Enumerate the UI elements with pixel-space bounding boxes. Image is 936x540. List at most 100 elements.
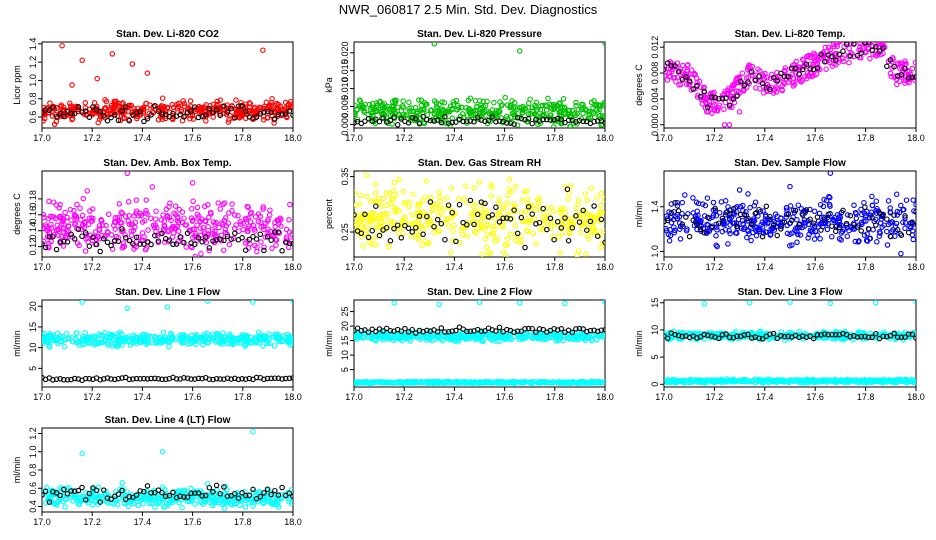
data-point: [221, 237, 227, 244]
data-point: [282, 375, 289, 382]
data-point: [176, 206, 183, 213]
data-point: [260, 204, 267, 210]
data-point: [261, 226, 267, 233]
data-point: [834, 43, 841, 50]
data-point: [464, 222, 470, 228]
data-point: [357, 379, 363, 385]
data-point: [902, 213, 908, 219]
data-point: [779, 219, 786, 225]
data-point: [272, 229, 278, 235]
data-point: [568, 183, 574, 189]
outlier-point: [736, 187, 743, 193]
data-point: [105, 341, 111, 348]
data-point: [159, 103, 165, 110]
data-points: [42, 300, 293, 384]
data-point: [741, 211, 748, 218]
data-point: [86, 375, 93, 382]
panel-title: Stan. Dev. Line 1 Flow: [115, 287, 220, 298]
data-point: [757, 68, 763, 74]
data-point: [261, 244, 267, 250]
data-point: [206, 247, 212, 254]
data-point: [209, 227, 216, 233]
data-point: [272, 375, 278, 381]
data-points: [664, 171, 916, 257]
data-point: [264, 108, 271, 115]
data-point: [760, 84, 767, 90]
data-point: [238, 333, 245, 339]
data-point: [427, 221, 433, 228]
data-point: [805, 221, 812, 228]
data-point: [80, 195, 87, 202]
data-point: [98, 217, 104, 223]
data-point: [67, 100, 73, 107]
data-point: [558, 219, 564, 225]
data-point: [449, 209, 455, 216]
data-point: [913, 201, 916, 208]
x-tick-label: 17.6: [184, 262, 202, 272]
data-point: [763, 229, 770, 235]
data-point: [877, 230, 883, 236]
data-point: [424, 240, 431, 247]
data-point: [77, 205, 83, 211]
data-point: [445, 120, 452, 127]
data-point: [404, 111, 410, 117]
plot-frame: [353, 170, 606, 258]
data-point: [232, 114, 238, 121]
data-point: [512, 237, 518, 244]
x-tick-label: 17.6: [806, 262, 824, 272]
data-point: [598, 327, 605, 333]
data-point: [479, 251, 485, 257]
data-point: [207, 209, 214, 216]
data-point: [524, 217, 531, 224]
data-point: [504, 212, 511, 219]
data-point: [683, 214, 689, 220]
data-point: [533, 207, 540, 213]
data-point: [583, 251, 589, 257]
data-point: [189, 206, 195, 212]
y-axis-label: Licor ppm: [12, 65, 22, 105]
data-point: [912, 59, 916, 66]
data-point: [562, 215, 568, 221]
data-point: [46, 198, 52, 205]
data-point: [261, 109, 267, 116]
data-point: [126, 212, 132, 219]
data-point: [913, 209, 916, 215]
data-point: [424, 327, 430, 334]
data-point: [103, 222, 109, 229]
data-point: [416, 213, 423, 219]
data-point: [549, 204, 555, 211]
data-point: [480, 212, 487, 219]
data-point: [392, 379, 398, 386]
data-point: [225, 220, 232, 226]
data-point: [775, 77, 781, 83]
data-point: [902, 220, 909, 226]
data-point: [496, 108, 503, 115]
data-point: [250, 115, 256, 121]
data-point: [126, 237, 133, 244]
data-point: [525, 325, 532, 332]
data-point: [135, 234, 142, 241]
outlier-point: [250, 300, 256, 305]
data-point: [525, 228, 531, 234]
data-point: [61, 343, 68, 350]
data-point: [119, 108, 125, 114]
data-point: [826, 193, 832, 200]
data-point: [512, 223, 518, 229]
data-point: [500, 215, 506, 222]
data-point: [504, 335, 510, 341]
data-point: [420, 231, 426, 238]
data-point: [588, 99, 595, 106]
data-point: [261, 247, 267, 254]
data-point: [480, 110, 486, 116]
data-point: [386, 190, 393, 197]
data-point: [722, 99, 729, 106]
data-point: [247, 210, 254, 217]
data-point: [896, 78, 903, 85]
data-point: [858, 206, 864, 213]
data-point: [821, 58, 828, 65]
data-point: [519, 209, 525, 216]
data-point: [166, 204, 172, 210]
x-tick-label: 17.0: [345, 262, 363, 272]
data-point: [573, 205, 579, 212]
data-point: [486, 110, 493, 116]
